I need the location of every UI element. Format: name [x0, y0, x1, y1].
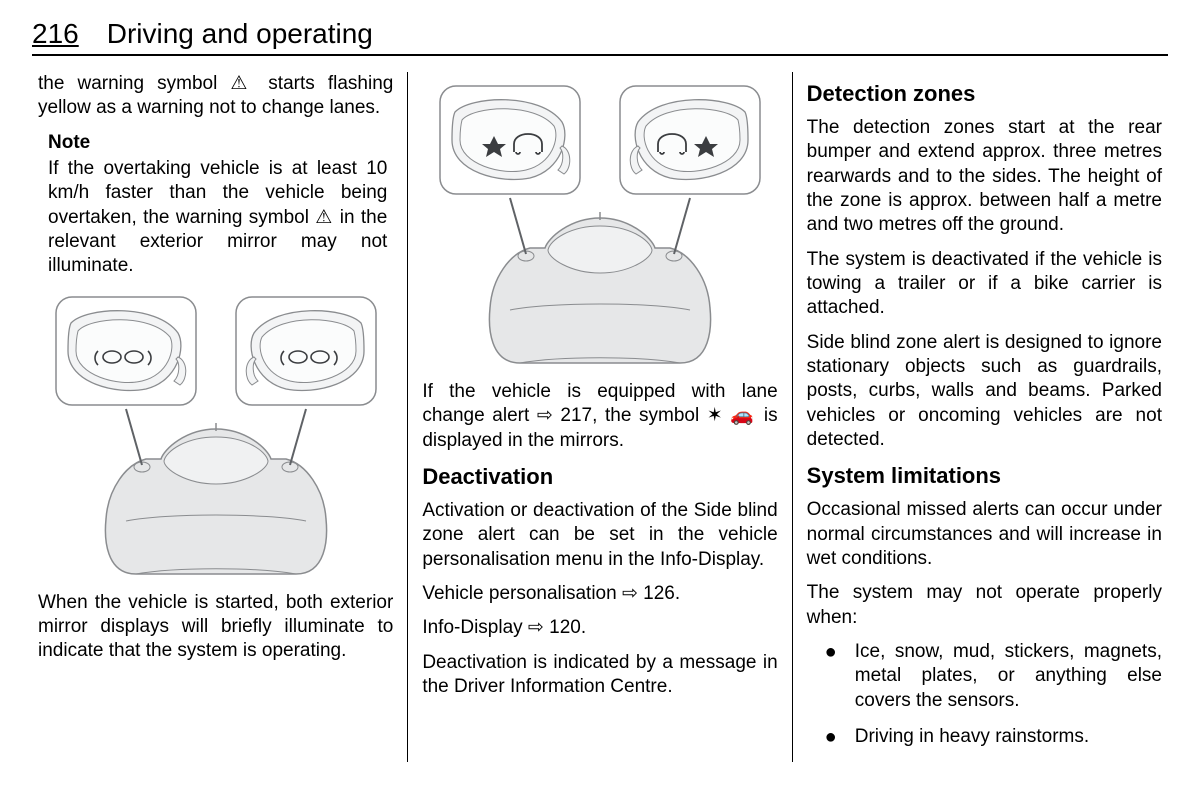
col1-diagram — [38, 289, 393, 579]
list-item: ● Ice, snow, mud, stickers, magnets, met… — [807, 640, 1162, 713]
page-title: Driving and operating — [107, 18, 373, 50]
manual-page: 216 Driving and operating the warning sy… — [0, 0, 1200, 802]
col3-det1: The detection zones start at the rear bu… — [807, 116, 1162, 238]
bullet-text: Driving in heavy rainstorms. — [855, 725, 1162, 749]
col1-after-img: When the vehicle is started, both exteri… — [38, 591, 393, 664]
bullet-icon: ● — [825, 640, 837, 664]
col2-deact2: Vehicle personalisation ⇨ 126. — [422, 582, 777, 606]
bullet-icon: ● — [825, 725, 837, 749]
col2-deact3: Info-Display ⇨ 120. — [422, 616, 777, 640]
note-label: Note — [48, 131, 393, 155]
mirror-diagram-lane-icon — [430, 78, 770, 368]
list-item: ● Driving in heavy rainstorms. — [807, 725, 1162, 749]
heading-system-limitations: System limitations — [807, 462, 1162, 490]
col2-deact1: Activation or deactivation of the Side b… — [422, 499, 777, 572]
col3-det3: Side blind zone alert is designed to ign… — [807, 331, 1162, 453]
content-columns: the warning symbol ⚠ starts flashing yel… — [24, 72, 1176, 762]
system-limitations-list: ● Ice, snow, mud, stickers, magnets, met… — [807, 640, 1162, 749]
col2-diagram — [422, 78, 777, 368]
col3-sys2: The system may not operate properly when… — [807, 581, 1162, 630]
col3-det2: The system is deactivated if the vehicle… — [807, 248, 1162, 321]
col2-after-img: If the vehicle is equipped with lane cha… — [422, 380, 777, 453]
page-header: 216 Driving and operating — [32, 18, 1168, 56]
mirror-diagram-icon — [46, 289, 386, 579]
column-3: Detection zones The detection zones star… — [792, 72, 1176, 762]
heading-detection-zones: Detection zones — [807, 80, 1162, 108]
column-2: If the vehicle is equipped with lane cha… — [407, 72, 791, 762]
col3-sys1: Occasional missed alerts can occur under… — [807, 498, 1162, 571]
bullet-text: Ice, snow, mud, stickers, magnets, metal… — [855, 640, 1162, 713]
note-body: If the overtaking vehicle is at least 10… — [48, 157, 387, 279]
heading-deactivation: Deactivation — [422, 463, 777, 491]
col1-intro: the warning symbol ⚠ starts flashing yel… — [38, 72, 393, 121]
col2-deact4: Deactivation is indicated by a message i… — [422, 651, 777, 700]
column-1: the warning symbol ⚠ starts flashing yel… — [24, 72, 407, 762]
page-number: 216 — [32, 18, 79, 50]
